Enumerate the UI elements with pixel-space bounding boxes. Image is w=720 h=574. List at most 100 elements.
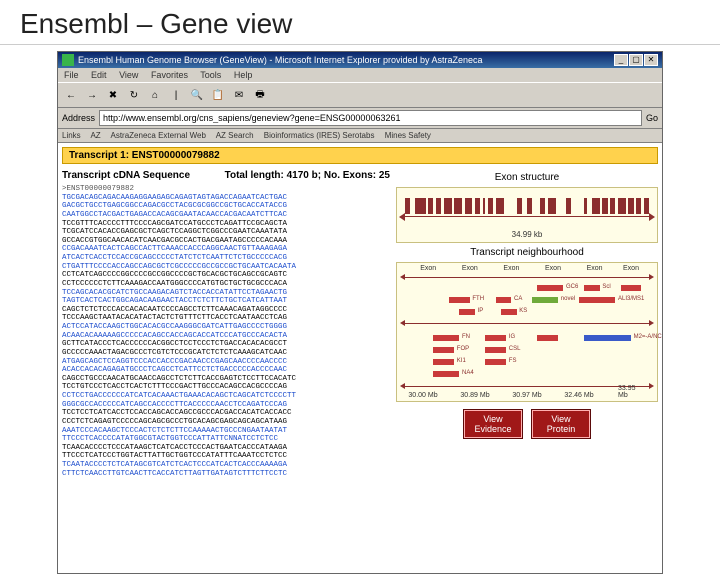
page-content: Transcript 1: ENST00000079882 Transcript… [58, 143, 662, 573]
seq-line: CCTCCCCCCTCTTCAAAGACCAATGGGCCCCATGTGCTGC… [62, 280, 390, 289]
seq-line: ATCACTCACCTCCACCGCAGCCCCCTATCTCTCAATTCTC… [62, 254, 390, 263]
minimize-button[interactable]: _ [614, 54, 628, 66]
seq-line: ATGAGCAGCTCCAGGTCCCACCACCCGACAACCCGAGCAA… [62, 358, 390, 367]
exon-block [428, 198, 433, 214]
exon-block [618, 198, 626, 214]
url-input[interactable] [99, 110, 642, 126]
seq-line: TCCGTTTCACCCCTTTCCCCAGCGATCCATGCCCTCAGAT… [62, 220, 390, 229]
gene-block [537, 335, 558, 341]
seq-line: GGGCGCCACCCCCATCAGCCACCCCTTCACCCCCAACCTC… [62, 401, 390, 410]
menu-file[interactable]: File [64, 70, 79, 80]
gene-label: FOP [457, 346, 469, 352]
seq-line: ACAACACAAAAAGCCCCCACAGCCACCAGCACCATCCCAT… [62, 332, 390, 341]
nb-track-bottom [403, 386, 651, 387]
menu-view[interactable]: View [119, 70, 138, 80]
address-label: Address [62, 113, 95, 123]
seq-line: ACTCCATACCAAGCTGGCACACGCCAAGGGCGATCATTGA… [62, 323, 390, 332]
titlebar: Ensembl Human Genome Browser (GeneView) … [58, 52, 662, 68]
menu-bar: File Edit View Favorites Tools Help [58, 68, 662, 82]
gene-label: FN [462, 334, 470, 340]
mail-button[interactable]: ✉ [230, 86, 248, 104]
seq-line: AAATCCCACAAGCTCCCACTCTCTCTTCCAAAAACTGCCC… [62, 427, 390, 436]
seq-line: TTCCCTCACCCCATATGGCGTACTGGTCCCATTATTCNNA… [62, 435, 390, 444]
gene-block [485, 359, 506, 365]
window-title: Ensembl Human Genome Browser (GeneView) … [78, 55, 614, 65]
close-button[interactable]: ✕ [644, 54, 658, 66]
exon-block [602, 198, 607, 214]
gene-label: CA [514, 296, 522, 302]
gene-label: IG [509, 334, 515, 340]
menu-favorites[interactable]: Favorites [151, 70, 188, 80]
print-button[interactable]: 🖶 [251, 86, 269, 104]
browser-window: Ensembl Human Genome Browser (GeneView) … [57, 51, 663, 574]
seq-line: TTCCCTCATCCCTGGTACTTATTGCTGGTCCCATATTTCA… [62, 452, 390, 461]
link-item[interactable]: Bioinformatics (IRES) Serotabs [264, 131, 375, 140]
gene-label: novel [561, 296, 575, 302]
link-item[interactable]: AZ [90, 131, 100, 140]
gene-label: CSL [509, 346, 521, 352]
seq-line: TGCGACAGCAGACAAGAGGAAGAGCAGAGTAGTAGACCAG… [62, 194, 390, 203]
exon-block [548, 198, 556, 214]
seq-line: CTGATTTCCCCACCAGCCAGCGCTCGCCCCCGCCGCCGCT… [62, 263, 390, 272]
sequence-id: >ENST00000079882 [62, 185, 390, 194]
nb-track-mid [403, 323, 651, 324]
forward-button[interactable]: → [83, 86, 101, 104]
view-protein-button[interactable]: View Protein [532, 410, 590, 438]
menu-tools[interactable]: Tools [200, 70, 221, 80]
sequence-panel: Transcript cDNA Sequence Total length: 4… [62, 168, 390, 568]
gene-label: KS [519, 308, 527, 314]
view-evidence-button[interactable]: View Evidence [464, 410, 522, 438]
seq-line: GACGCTGCCTGAGCGGCCAGACGCCTACGCGCGGCCGCTG… [62, 202, 390, 211]
menu-edit[interactable]: Edit [91, 70, 107, 80]
gene-block [579, 297, 615, 303]
exon-block [644, 198, 649, 214]
search-button[interactable]: 🔍 [188, 86, 206, 104]
exon-title: Exon structure [396, 172, 658, 183]
seq-line: TCAATACCCCTCTCATAGCGTCATCTCACTCCCATCACTC… [62, 461, 390, 470]
gene-label: ALI3/MS1 [618, 296, 644, 302]
gene-block [537, 285, 563, 291]
gene-block [532, 297, 558, 303]
gene-block [485, 347, 506, 353]
exon-block [610, 198, 615, 214]
seq-line: TCAACACCCCTCCCATAAGCTCATCACCTCCCACTGAATC… [62, 444, 390, 453]
link-item[interactable]: Mines Safety [385, 131, 431, 140]
gene-block [485, 335, 506, 341]
gene-block [433, 359, 454, 365]
back-button[interactable]: ← [62, 86, 80, 104]
seq-line: CTTCTCAACCTTGTCAACTTCACCATCTTAGTTGATAGTC… [62, 470, 390, 479]
exon-block [444, 198, 452, 214]
exon-block [584, 198, 587, 214]
link-item[interactable]: AstraZeneca External Web [110, 131, 205, 140]
exon-block [475, 198, 480, 214]
link-item[interactable]: AZ Search [216, 131, 254, 140]
stop-button[interactable]: ✖ [104, 86, 122, 104]
gene-label: GC6 [566, 284, 578, 290]
sequence-text: >ENST00000079882 TGCGACAGCAGACAAGAGGAAGA… [62, 185, 390, 478]
maximize-button[interactable]: ▢ [629, 54, 643, 66]
go-button[interactable]: Go [646, 113, 658, 123]
exon-block [566, 198, 571, 214]
exon-block [465, 198, 473, 214]
exon-block [628, 198, 633, 214]
slide-title: Ensembl – Gene view [0, 0, 720, 45]
seq-line: CCTCCTGACCCCCCATCATCACAAACTGAAACACAGCTCA… [62, 392, 390, 401]
nb-top-label: Exon [503, 265, 519, 272]
seq-line: TCCTCCTCATCACCTCCACCAGCACCAGCCGCCCACGACC… [62, 409, 390, 418]
neighbourhood-diagram: ExonExonExonExonExonExon30.00 Mb30.89 Mb… [396, 262, 658, 402]
gene-block [449, 297, 470, 303]
transcript-bar: Transcript 1: ENST00000079882 [62, 147, 658, 164]
links-label: Links [62, 131, 81, 140]
app-icon [62, 54, 74, 66]
nb-track-top [403, 277, 651, 278]
gene-block [584, 335, 631, 341]
seq-line: CCGACAAATCACTCAGCCACTTCAAACCACCCAGGCAACT… [62, 245, 390, 254]
seq-line: TCCAGCACACGCATCTGCCAAGACAGTCTACCACCATATT… [62, 289, 390, 298]
refresh-button[interactable]: ↻ [125, 86, 143, 104]
menu-help[interactable]: Help [234, 70, 253, 80]
seq-line: TCCCAAGCTAATACACATACTACTCTGTTTCTTCACCTCA… [62, 314, 390, 323]
home-button[interactable]: ⌂ [146, 86, 164, 104]
nb-bot-label: 33.95 Mb [618, 385, 644, 399]
gene-label: Scl [602, 284, 610, 290]
history-button[interactable]: 📋 [209, 86, 227, 104]
